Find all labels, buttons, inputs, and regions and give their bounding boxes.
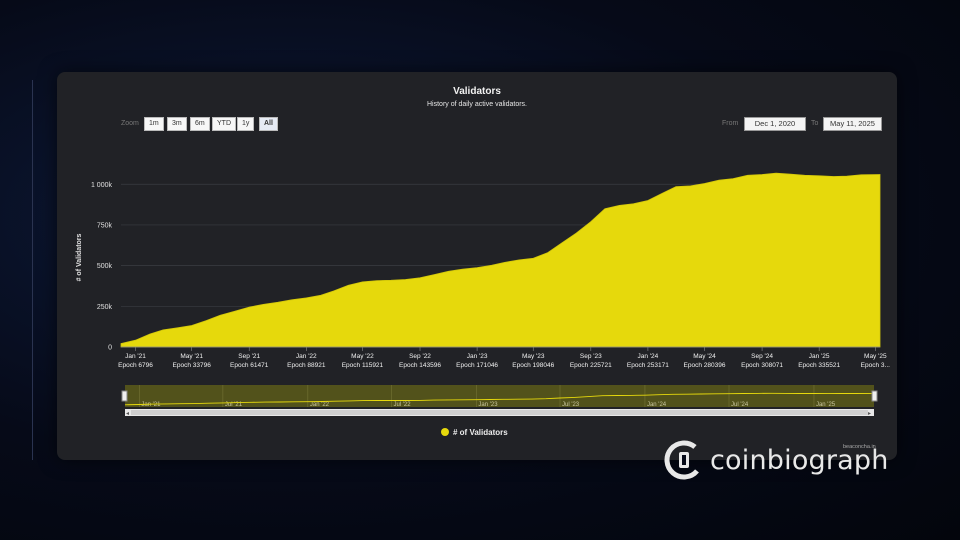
zoom-all-button[interactable]: All	[259, 117, 278, 131]
navigator-tick-label: Jul '23	[562, 402, 580, 408]
x-tick-sublabel: Epoch 280396	[684, 362, 726, 369]
chart-title: Validators	[453, 86, 501, 97]
series-area	[120, 172, 881, 348]
source-credit[interactable]: beaconcha.in	[843, 444, 876, 450]
y-tick-label: 500k	[97, 263, 113, 270]
x-tick-sublabel: Epoch 198046	[512, 362, 554, 369]
x-tick-label: Jan '23	[467, 353, 488, 360]
navigator-tick-label: Jan '24	[647, 402, 667, 408]
navigator-tick-label: Jan '25	[816, 402, 836, 408]
y-tick-label: 250k	[97, 304, 113, 311]
zoom-label: Zoom	[121, 120, 139, 127]
x-tick-label: May '21	[180, 353, 203, 360]
decorative-line	[32, 80, 33, 460]
to-label: To	[811, 120, 819, 127]
y-axis-label: # of Validators	[76, 233, 83, 281]
y-tick-label: 0	[108, 345, 112, 352]
x-tick-label: Jan '24	[638, 353, 659, 360]
x-tick-sublabel: Epoch 33796	[173, 362, 212, 369]
zoom-6m-button[interactable]: 6m	[190, 117, 210, 131]
x-tick-sublabel: Epoch 3...	[861, 362, 890, 369]
to-date-input[interactable]: May 11, 2025	[823, 117, 882, 131]
x-tick-sublabel: Epoch 253171	[627, 362, 669, 369]
x-tick-label: May '25	[864, 353, 887, 360]
from-label: From	[722, 120, 739, 127]
legend-dot-icon	[441, 428, 449, 436]
scrollbar-thumb	[131, 410, 868, 415]
y-tick-label: 1 000k	[91, 182, 113, 189]
y-tick-label: 750k	[97, 222, 113, 229]
navigator-left-handle	[121, 390, 128, 402]
x-tick-label: May '23	[522, 353, 545, 360]
chart-subtitle: History of daily active validators.	[427, 101, 527, 108]
x-tick-sublabel: Epoch 61471	[230, 362, 269, 369]
x-tick-sublabel: Epoch 335521	[798, 362, 840, 369]
x-tick-label: Sep '21	[238, 353, 260, 360]
x-tick-label: Jan '25	[809, 353, 830, 360]
from-date-input[interactable]: Dec 1, 2020	[744, 117, 806, 131]
x-tick-sublabel: Epoch 171046	[456, 362, 498, 369]
scroll-left-arrow-icon: ◂	[126, 411, 129, 417]
navigator-tick-label: Jul '22	[393, 402, 411, 408]
zoom-1m-button[interactable]: 1m	[144, 117, 164, 131]
x-tick-sublabel: Epoch 225721	[570, 362, 612, 369]
navigator-tick-label: Jan '23	[478, 402, 498, 408]
navigator-series-line	[124, 392, 875, 406]
x-tick-label: Jan '22	[296, 353, 317, 360]
navigator-tick-label: Jul '21	[225, 402, 243, 408]
x-tick-sublabel: Epoch 308071	[741, 362, 783, 369]
brand-name: coinbiograph	[710, 444, 889, 476]
x-tick-sublabel: Epoch 88921	[287, 362, 326, 369]
x-tick-sublabel: Epoch 6796	[118, 362, 153, 369]
navigator-right-handle	[871, 390, 878, 402]
x-tick-sublabel: Epoch 115921	[342, 362, 384, 369]
x-tick-label: May '22	[351, 353, 374, 360]
x-tick-label: Sep '23	[580, 353, 602, 360]
legend-label: # of Validators	[453, 428, 508, 437]
x-tick-label: May '24	[693, 353, 716, 360]
navigator-tick-label: Jul '24	[731, 402, 749, 408]
chart-svg: 0 250k 500k 750k 1 000k # of Validators Jan '2…	[76, 172, 890, 417]
navigator-tick-label: Jan '22	[310, 402, 330, 408]
brand-logo: coinbiograph	[664, 440, 889, 480]
x-tick-label: Sep '22	[409, 353, 431, 360]
navigator-tick-label: Jan '21	[141, 402, 161, 408]
zoom-3m-button[interactable]: 3m	[167, 117, 187, 131]
x-tick-label: Jan '21	[125, 353, 146, 360]
zoom-1y-button[interactable]: 1y	[237, 117, 255, 131]
scroll-right-arrow-icon: ▸	[868, 411, 871, 417]
legend-item[interactable]: # of Validators	[441, 428, 508, 437]
x-tick-sublabel: Epoch 143596	[399, 362, 441, 369]
zoom-ytd-button[interactable]: YTD	[212, 117, 236, 131]
chart-panel: Validators History of daily active valid…	[57, 72, 897, 460]
x-tick-label: Sep '24	[751, 353, 773, 360]
coinbiograph-logo-icon	[664, 440, 704, 480]
